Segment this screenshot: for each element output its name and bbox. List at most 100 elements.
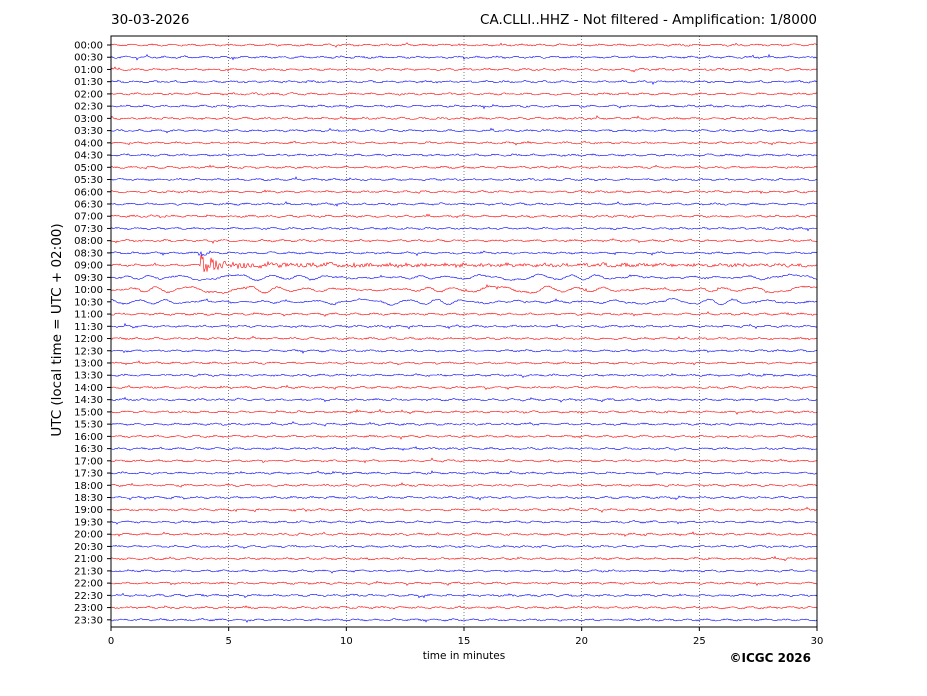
- trace-2100: [110, 555, 818, 562]
- y-tick-label: 07:30: [74, 224, 103, 235]
- trace-1700: [110, 457, 818, 464]
- y-tick-label: 23:00: [74, 603, 103, 614]
- trace-2200: [110, 580, 818, 587]
- plot-frame: [110, 35, 818, 628]
- grid-lines: [110, 36, 818, 627]
- chart-date: 30-03-2026: [111, 12, 190, 28]
- trace-2230: [110, 592, 818, 599]
- y-tick-label: 22:30: [74, 591, 103, 602]
- y-tick-label: 16:00: [74, 432, 103, 443]
- x-tick-label: 25: [693, 636, 706, 647]
- x-tick-label: 20: [575, 636, 588, 647]
- trace-0230: [110, 103, 818, 110]
- y-tick-label: 20:00: [74, 530, 103, 541]
- trace-0430: [110, 153, 818, 157]
- trace-1630: [110, 446, 818, 451]
- y-tick-label: 19:00: [74, 505, 103, 516]
- y-tick-label: 10:30: [74, 297, 103, 308]
- x-tick-label: 30: [811, 636, 824, 647]
- y-tick-label: 02:30: [74, 102, 103, 113]
- y-tick-label: 06:30: [74, 199, 103, 210]
- y-tick-label: 09:00: [74, 261, 103, 272]
- trace-1900: [110, 506, 818, 513]
- trace-1830: [110, 495, 818, 501]
- trace-1100: [110, 311, 818, 317]
- trace-0830: [110, 250, 818, 257]
- y-tick-label: 08:30: [74, 248, 103, 259]
- y-tick-label: 16:30: [74, 444, 103, 455]
- x-tick-label: 10: [340, 636, 353, 647]
- y-tick-label: 13:00: [74, 358, 103, 369]
- trace-0530: [110, 176, 818, 182]
- y-tick-label: 17:30: [74, 469, 103, 480]
- y-tick-label: 22:00: [74, 579, 103, 590]
- y-tick-label: 15:30: [74, 420, 103, 431]
- y-tick-label: 14:30: [74, 395, 103, 406]
- y-tick-label: 23:30: [74, 615, 103, 626]
- y-tick-label: 15:00: [74, 407, 103, 418]
- trace-1930: [111, 519, 818, 525]
- trace-2330: [110, 618, 818, 623]
- y-tick-label: 21:00: [74, 554, 103, 565]
- y-tick-label: 00:00: [74, 41, 103, 52]
- y-tick-label: 20:30: [74, 542, 103, 553]
- trace-1430: [110, 396, 818, 403]
- trace-2030: [110, 544, 818, 549]
- trace-1300: [110, 360, 818, 366]
- trace-0330: [110, 127, 818, 134]
- y-tick-label: 05:00: [74, 163, 103, 174]
- trace-1000: [110, 283, 818, 294]
- trace-0730: [110, 226, 818, 232]
- trace-0700: [110, 213, 817, 219]
- trace-2130: [110, 569, 818, 574]
- y-tick-label: 01:30: [74, 77, 103, 88]
- trace-2300: [110, 605, 818, 610]
- trace-1200: [110, 335, 818, 341]
- y-tick-label: 19:30: [74, 517, 103, 528]
- y-tick-label: 12:00: [74, 334, 103, 345]
- y-tick-label: 18:00: [74, 481, 103, 492]
- trace-2000: [110, 531, 818, 537]
- trace-1130: [110, 322, 818, 330]
- y-tick-label: 00:30: [74, 53, 103, 64]
- trace-1600: [110, 434, 818, 440]
- trace-1230: [110, 349, 818, 354]
- traces: [110, 42, 818, 623]
- x-tick-label: 5: [225, 636, 231, 647]
- trace-0100: [110, 66, 818, 73]
- trace-0630: [110, 201, 818, 207]
- copyright-credit: ©ICGC 2026: [729, 651, 811, 665]
- y-tick-label: 17:00: [74, 456, 103, 467]
- trace-1530: [110, 421, 818, 427]
- trace-0800: [110, 238, 818, 244]
- y-tick-label: 02:00: [74, 89, 103, 100]
- y-tick-label: 08:00: [74, 236, 103, 247]
- y-tick-label: 14:00: [74, 383, 103, 394]
- trace-1030: [110, 298, 818, 306]
- y-tick-label: 05:30: [74, 175, 103, 186]
- trace-1800: [110, 482, 818, 488]
- trace-1330: [110, 372, 818, 379]
- x-ticks: 0 5 10 15 20 25 30: [108, 627, 824, 647]
- chart-title: CA.CLLI..HHZ - Not filtered - Amplificat…: [480, 12, 817, 28]
- x-axis-label: time in minutes: [422, 650, 506, 662]
- y-tick-label: 04:00: [74, 138, 103, 149]
- y-tick-label: 11:00: [74, 310, 103, 321]
- y-tick-label: 06:00: [74, 187, 103, 198]
- y-tick-label: 09:30: [74, 273, 103, 284]
- trace-1400: [110, 384, 818, 390]
- y-tick-label: 13:30: [74, 371, 103, 382]
- trace-0930: [110, 273, 818, 282]
- trace-1730: [110, 470, 818, 476]
- y-tick-label: 12:30: [74, 346, 103, 357]
- y-tick-label: 10:00: [74, 285, 103, 296]
- trace-0400: [110, 140, 818, 146]
- trace-0300: [110, 115, 818, 121]
- trace-0030: [110, 53, 818, 61]
- y-tick-label: 18:30: [74, 493, 103, 504]
- trace-0500: [110, 164, 818, 170]
- x-tick-label: 0: [108, 636, 114, 647]
- y-tick-label: 04:30: [74, 151, 103, 162]
